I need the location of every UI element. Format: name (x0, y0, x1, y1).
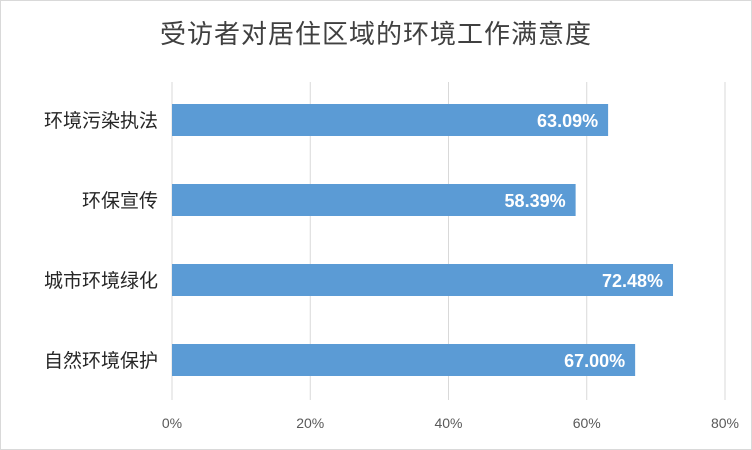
bar (172, 184, 576, 216)
data-label: 58.39% (505, 191, 566, 211)
x-tick-label: 60% (573, 415, 601, 431)
category-label: 环境污染执法 (44, 110, 158, 132)
chart-title: 受访者对居住区域的环境工作满意度 (159, 20, 592, 50)
x-tick-label: 40% (434, 415, 462, 431)
data-label: 63.09% (537, 111, 598, 131)
bar (172, 264, 674, 296)
bar (172, 104, 609, 136)
x-tick-label: 20% (296, 415, 324, 431)
data-label: 72.48% (602, 271, 663, 291)
category-label: 环保宣传 (82, 190, 158, 212)
category-label: 自然环境保护 (44, 350, 158, 372)
x-tick-label: 0% (162, 415, 182, 431)
x-tick-label: 80% (711, 415, 739, 431)
bar (172, 344, 636, 376)
category-label: 城市环境绿化 (44, 270, 158, 292)
data-label: 67.00% (564, 351, 625, 371)
